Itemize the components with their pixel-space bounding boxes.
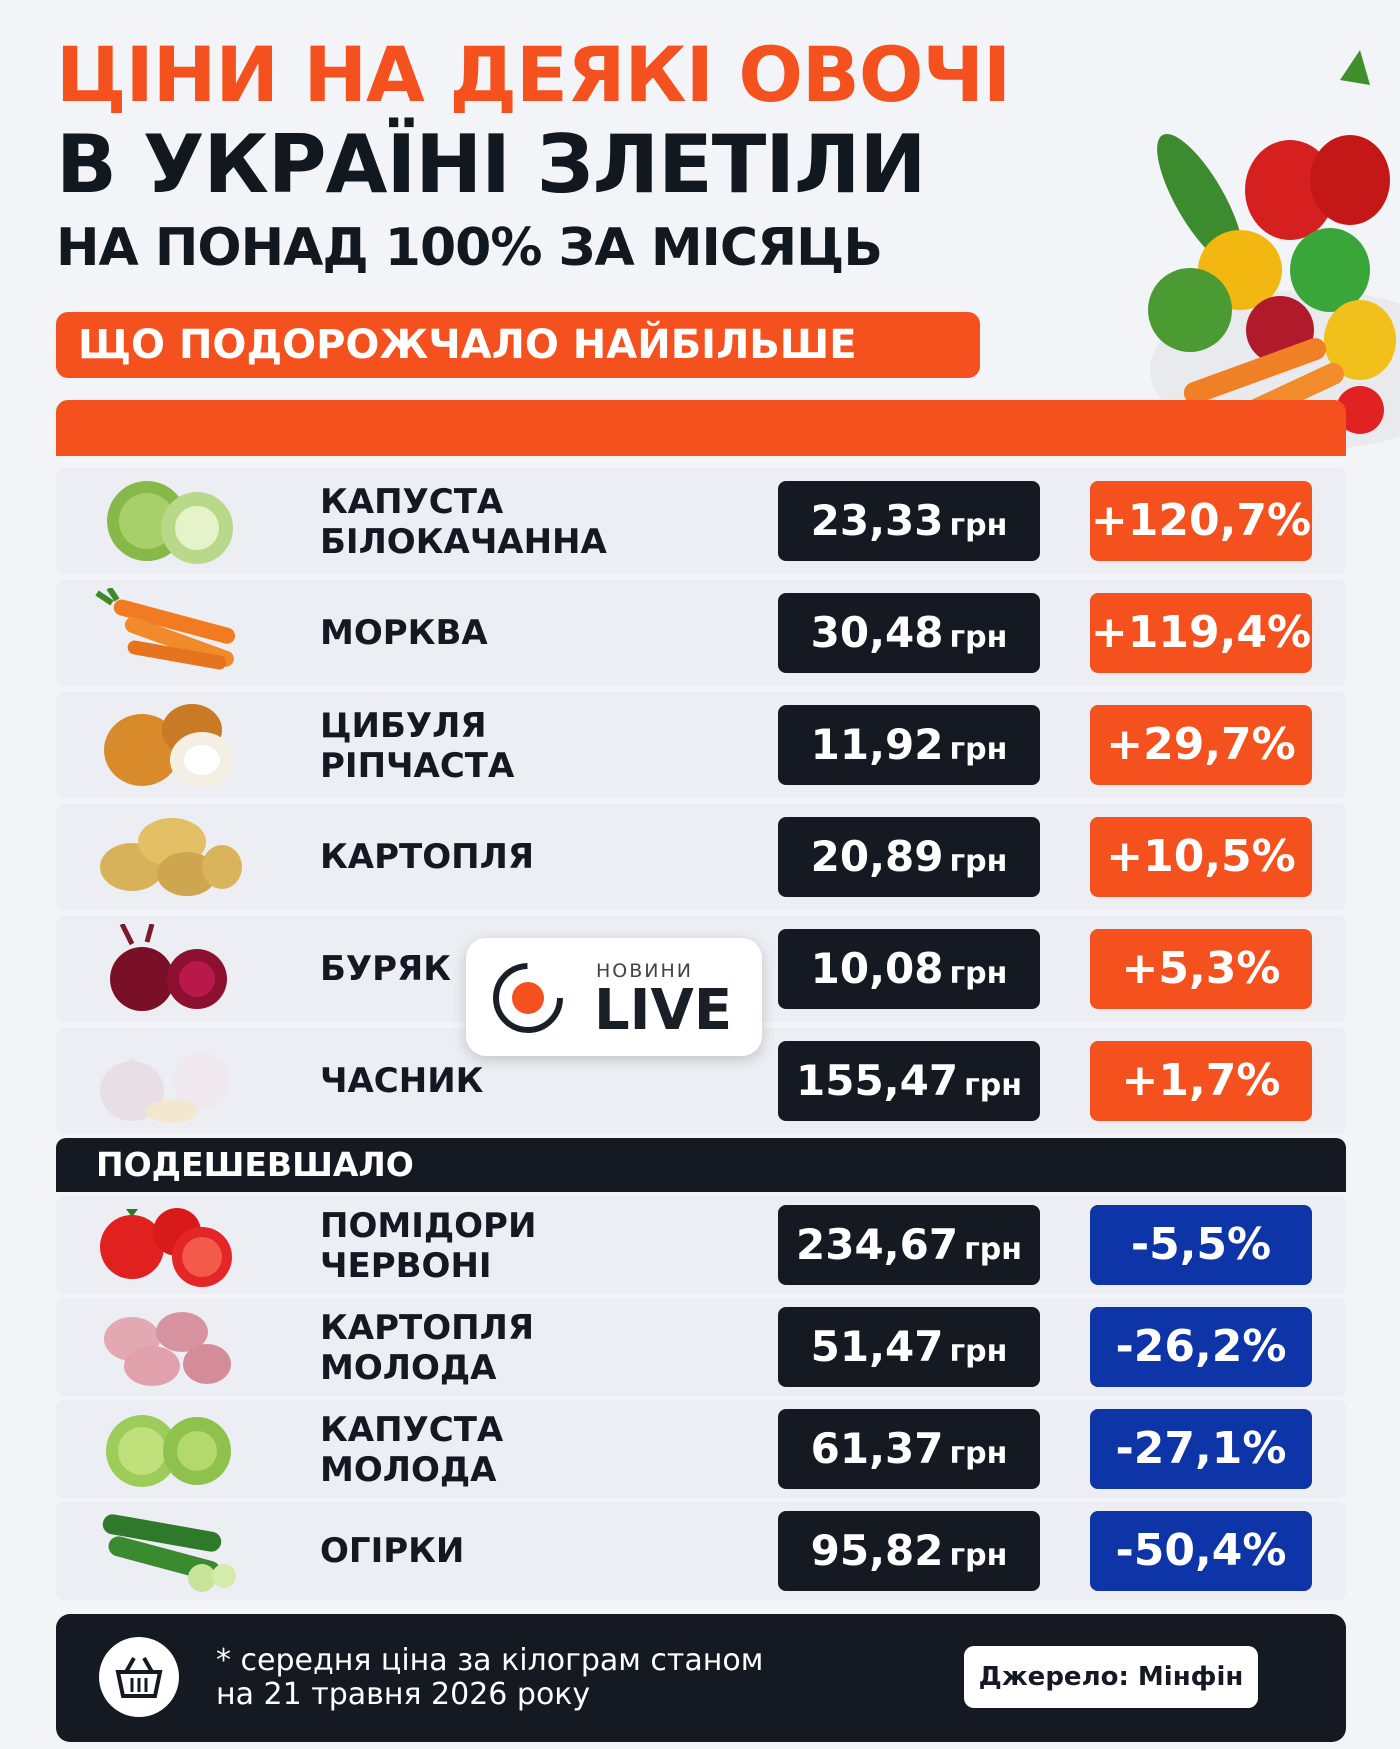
beet-icon bbox=[110, 924, 227, 1011]
logo-small-text: НОВИНИ bbox=[596, 960, 693, 982]
table-row: КАПУСТА БІЛОКАЧАННА 23,33 грн +120,7% bbox=[56, 468, 1346, 574]
price-box: 30,48 грн bbox=[778, 593, 1040, 673]
change-badge: -26,2% bbox=[1090, 1307, 1312, 1387]
product-name: ЧАСНИК bbox=[320, 1061, 484, 1101]
price-box: 10,08 грн bbox=[778, 929, 1040, 1009]
headline-line-1: ЦІНИ НА ДЕЯКІ ОВОЧІ bbox=[56, 30, 1011, 119]
most-expensive-badge: ЩО ПОДОРОЖЧАЛО НАЙБІЛЬШЕ bbox=[56, 312, 980, 378]
product-name: КАПУСТА БІЛОКАЧАННА bbox=[320, 482, 607, 562]
price-box: 23,33 грн bbox=[778, 481, 1040, 561]
source-label: Джерело: Мінфін bbox=[964, 1646, 1258, 1708]
tomato-icon bbox=[100, 1208, 232, 1287]
change-badge: +5,3% bbox=[1090, 929, 1312, 1009]
change-badge: +120,7% bbox=[1090, 481, 1312, 561]
garlic-icon bbox=[100, 1053, 230, 1123]
table-row: КАРТОПЛЯ 20,89 грн +10,5% bbox=[56, 804, 1346, 910]
table-row: БУРЯК 10,08 грн +5,3% bbox=[56, 916, 1346, 1022]
product-name: КАРТОПЛЯ МОЛОДА bbox=[320, 1308, 534, 1388]
price-box: 20,89 грн bbox=[778, 817, 1040, 897]
price-box: 155,47 грн bbox=[778, 1041, 1040, 1121]
table-row: ПОМІДОРИ ЧЕРВОНІ 234,67 грн -5,5% bbox=[56, 1196, 1346, 1294]
table-row: КАРТОПЛЯ МОЛОДА 51,47 грн -26,2% bbox=[56, 1298, 1346, 1396]
cheaper-section-header: ПОДЕШЕВШАЛО bbox=[56, 1138, 1346, 1192]
price-box: 11,92 грн bbox=[778, 705, 1040, 785]
price-box: 51,47 грн bbox=[778, 1307, 1040, 1387]
price-box: 234,67 грн bbox=[778, 1205, 1040, 1285]
product-name: ЦИБУЛЯ РІПЧАСТА bbox=[320, 706, 515, 786]
novyny-live-logo: НОВИНИ LIVE bbox=[466, 938, 762, 1056]
table-row: ОГІРКИ 95,82 грн -50,4% bbox=[56, 1502, 1346, 1600]
table-header-band bbox=[56, 400, 1346, 456]
cucumber-icon bbox=[102, 1514, 236, 1592]
vegetable-plate-icon bbox=[1148, 50, 1400, 450]
change-badge: +119,4% bbox=[1090, 593, 1312, 673]
change-badge: +1,7% bbox=[1090, 1041, 1312, 1121]
product-name: ОГІРКИ bbox=[320, 1531, 465, 1571]
change-badge: -5,5% bbox=[1090, 1205, 1312, 1285]
change-badge: -27,1% bbox=[1090, 1409, 1312, 1489]
table-row: МОРКВА 30,48 грн +119,4% bbox=[56, 580, 1346, 686]
change-badge: +29,7% bbox=[1090, 705, 1312, 785]
onion-icon bbox=[104, 704, 234, 788]
logo-big-text: LIVE bbox=[594, 978, 733, 1043]
potato-icon bbox=[100, 818, 242, 896]
price-box: 95,82 грн bbox=[778, 1511, 1040, 1591]
carrot-icon bbox=[95, 588, 236, 670]
footer-note: * середня ціна за кілограм станом на 21 … bbox=[216, 1643, 764, 1712]
cabbage-icon bbox=[107, 481, 233, 564]
live-ring-icon bbox=[493, 963, 563, 1033]
footer: * середня ціна за кілограм станом на 21 … bbox=[56, 1614, 1346, 1742]
basket-icon bbox=[99, 1637, 179, 1717]
table-row: ЦИБУЛЯ РІПЧАСТА 11,92 грн +29,7% bbox=[56, 692, 1346, 798]
change-badge: -50,4% bbox=[1090, 1511, 1312, 1591]
product-name: ПОМІДОРИ ЧЕРВОНІ bbox=[320, 1206, 537, 1286]
price-box: 61,37 грн bbox=[778, 1409, 1040, 1489]
young-cabbage-icon bbox=[106, 1415, 231, 1487]
headline-line-2: В УКРАЇНІ ЗЛЕТІЛИ bbox=[56, 118, 926, 211]
product-name: МОРКВА bbox=[320, 613, 488, 653]
product-name: КАПУСТА МОЛОДА bbox=[320, 1410, 504, 1490]
product-name: КАРТОПЛЯ bbox=[320, 837, 534, 877]
table-row: КАПУСТА МОЛОДА 61,37 грн -27,1% bbox=[56, 1400, 1346, 1498]
new-potato-icon bbox=[104, 1312, 231, 1386]
change-badge: +10,5% bbox=[1090, 817, 1312, 897]
headline-line-3: НА ПОНАД 100% ЗА МІСЯЦЬ bbox=[56, 218, 883, 278]
product-name: БУРЯК bbox=[320, 949, 452, 989]
